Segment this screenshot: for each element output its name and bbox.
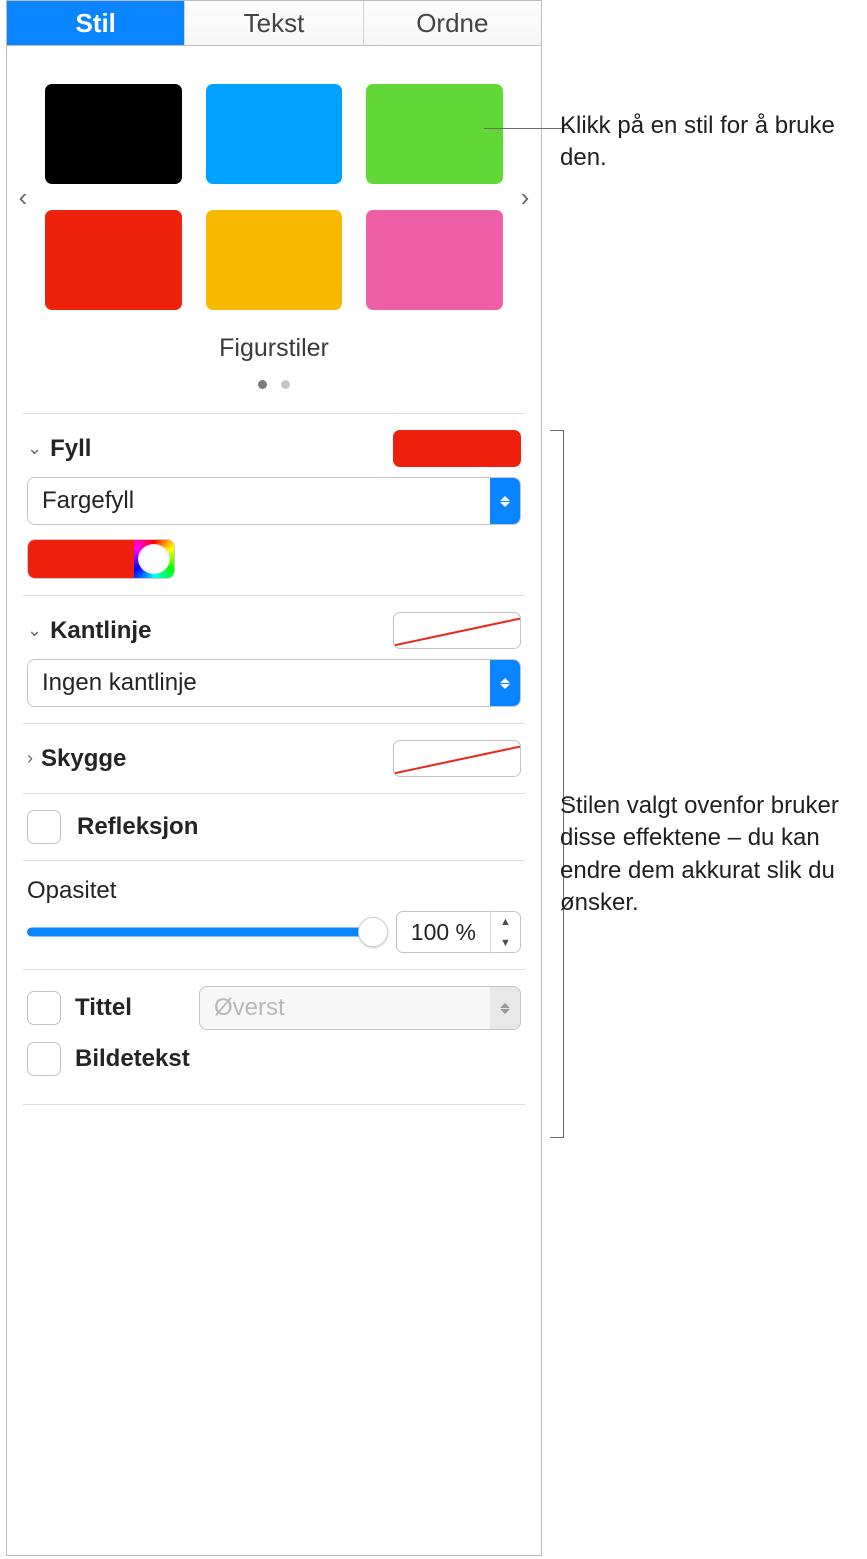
step-up-icon[interactable]: ▲ bbox=[491, 911, 520, 932]
styles-next-icon[interactable]: › bbox=[509, 182, 541, 213]
callout-bracket bbox=[550, 430, 564, 1138]
styles-pager[interactable] bbox=[7, 369, 541, 395]
tab-stil[interactable]: Stil bbox=[7, 1, 185, 45]
border-none-well[interactable] bbox=[393, 612, 521, 649]
border-section: ⌄ Kantlinje Ingen kantlinje bbox=[7, 596, 541, 723]
shadow-section: › Skygge bbox=[7, 724, 541, 793]
fill-color-swatch[interactable] bbox=[28, 540, 134, 578]
format-inspector-panel: Stil Tekst Ordne ‹ › Figurstiler ⌄ Fyll bbox=[6, 0, 542, 1556]
shadow-none-well[interactable] bbox=[393, 740, 521, 777]
style-swatch-3[interactable] bbox=[45, 210, 182, 310]
opacity-section: Opasitet 100 % ▲ ▼ bbox=[7, 861, 541, 969]
popup-stepper-icon bbox=[490, 660, 520, 706]
title-position-value: Øverst bbox=[214, 994, 285, 1022]
opacity-stepper[interactable]: ▲ ▼ bbox=[490, 911, 520, 953]
fill-type-value: Fargefyll bbox=[42, 487, 134, 515]
styles-grid bbox=[39, 84, 509, 310]
fill-section: ⌄ Fyll Fargefyll bbox=[7, 414, 541, 595]
title-checkbox[interactable] bbox=[27, 991, 61, 1025]
callout-text-2: Stilen valgt ovenfor bruker disse effekt… bbox=[560, 790, 860, 920]
reflection-checkbox[interactable] bbox=[27, 810, 61, 844]
shape-styles-area: ‹ › bbox=[7, 46, 541, 310]
tab-tekst[interactable]: Tekst bbox=[185, 1, 363, 45]
pager-dot-0[interactable] bbox=[258, 380, 267, 389]
step-down-icon[interactable]: ▼ bbox=[491, 932, 520, 953]
fill-title: Fyll bbox=[50, 435, 91, 463]
shadow-title: Skygge bbox=[41, 745, 126, 773]
title-label: Tittel bbox=[75, 994, 185, 1022]
border-type-value: Ingen kantlinje bbox=[42, 669, 197, 697]
callout-leader-line bbox=[484, 128, 570, 129]
reflection-section: Refleksjon bbox=[7, 794, 541, 860]
pager-dot-1[interactable] bbox=[281, 380, 290, 389]
style-swatch-4[interactable] bbox=[206, 210, 343, 310]
popup-stepper-icon bbox=[490, 478, 520, 524]
caption-checkbox[interactable] bbox=[27, 1042, 61, 1076]
fill-color-well[interactable] bbox=[393, 430, 521, 467]
fill-disclosure-icon[interactable]: ⌄ bbox=[27, 438, 42, 459]
styles-label: Figurstiler bbox=[7, 334, 541, 363]
color-wheel-icon[interactable] bbox=[134, 540, 174, 578]
fill-type-popup[interactable]: Fargefyll bbox=[27, 477, 521, 525]
opacity-value[interactable]: 100 % bbox=[397, 919, 490, 946]
style-swatch-0[interactable] bbox=[45, 84, 182, 184]
tab-ordne[interactable]: Ordne bbox=[364, 1, 541, 45]
opacity-value-box: 100 % ▲ ▼ bbox=[396, 911, 521, 953]
style-swatch-2[interactable] bbox=[366, 84, 503, 184]
border-disclosure-icon[interactable]: ⌄ bbox=[27, 620, 42, 641]
popup-stepper-icon bbox=[490, 987, 520, 1029]
title-caption-section: Tittel Øverst Bildetekst bbox=[7, 970, 541, 1104]
styles-prev-icon[interactable]: ‹ bbox=[7, 182, 39, 213]
caption-label: Bildetekst bbox=[75, 1045, 190, 1073]
style-swatch-1[interactable] bbox=[206, 84, 343, 184]
opacity-label: Opasitet bbox=[27, 877, 521, 905]
opacity-slider[interactable] bbox=[27, 916, 376, 948]
reflection-title: Refleksjon bbox=[77, 813, 198, 841]
inspector-tabs: Stil Tekst Ordne bbox=[7, 1, 541, 46]
fill-color-picker bbox=[27, 539, 175, 579]
title-position-popup[interactable]: Øverst bbox=[199, 986, 521, 1030]
callout-text-1: Klikk på en stil for å bruke den. bbox=[560, 110, 860, 175]
style-swatch-5[interactable] bbox=[366, 210, 503, 310]
border-type-popup[interactable]: Ingen kantlinje bbox=[27, 659, 521, 707]
border-title: Kantlinje bbox=[50, 617, 151, 645]
shadow-disclosure-icon[interactable]: › bbox=[27, 748, 33, 769]
